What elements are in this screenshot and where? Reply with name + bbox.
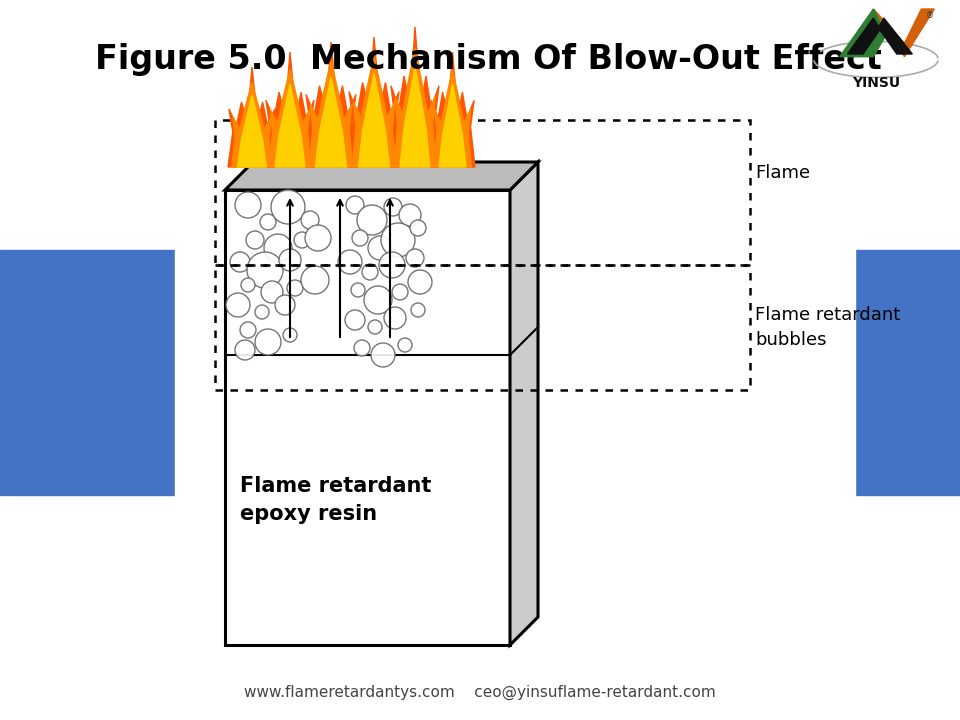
Circle shape [406,249,424,267]
Circle shape [279,249,301,271]
Circle shape [235,192,261,218]
Circle shape [235,340,255,360]
Text: YINSU: YINSU [852,76,900,90]
Polygon shape [228,67,276,167]
Circle shape [392,284,408,300]
Polygon shape [400,66,430,167]
Polygon shape [394,48,436,167]
Bar [215,120,750,265]
Polygon shape [225,162,538,190]
Circle shape [241,278,255,292]
Circle shape [398,338,412,352]
Circle shape [255,329,281,355]
Polygon shape [238,95,266,167]
Polygon shape [510,162,538,645]
Circle shape [357,205,387,235]
Text: Figure 5.0  Mechanism Of Blow-Out Effect: Figure 5.0 Mechanism Of Blow-Out Effect [95,43,881,76]
Polygon shape [352,56,396,167]
Circle shape [338,250,362,274]
Polygon shape [305,42,357,167]
Circle shape [384,198,402,216]
Circle shape [264,234,292,262]
Polygon shape [430,52,475,167]
Circle shape [362,264,378,280]
Circle shape [364,286,392,314]
Circle shape [351,283,365,297]
Polygon shape [309,60,353,167]
Polygon shape [848,18,912,54]
Circle shape [246,231,264,249]
Circle shape [275,295,295,315]
Polygon shape [232,82,273,167]
Circle shape [399,204,421,226]
Polygon shape [269,69,311,167]
Polygon shape [874,9,934,57]
Polygon shape [275,84,305,167]
Circle shape [294,232,310,248]
Circle shape [379,252,405,278]
Circle shape [410,220,426,236]
Polygon shape [348,37,400,167]
Circle shape [345,310,365,330]
Circle shape [247,252,283,288]
Circle shape [230,252,250,272]
Text: ®: ® [926,11,934,20]
Circle shape [226,293,250,317]
Circle shape [371,343,395,367]
Circle shape [352,230,368,246]
Circle shape [411,303,425,317]
Circle shape [346,196,364,214]
Circle shape [240,322,256,338]
Text: Flame retardant
epoxy resin: Flame retardant epoxy resin [240,476,431,524]
Text: Flame: Flame [755,163,810,181]
Text: Flame retardant
bubbles: Flame retardant bubbles [755,306,900,349]
Circle shape [305,225,331,251]
Bar [215,265,750,390]
Circle shape [384,307,406,329]
Circle shape [271,190,305,224]
Circle shape [381,223,415,257]
Polygon shape [316,77,347,167]
Polygon shape [390,27,440,167]
Bar [175,117,855,502]
Polygon shape [265,52,315,167]
Circle shape [368,236,392,260]
Circle shape [261,281,283,303]
Polygon shape [434,69,471,167]
Circle shape [354,340,370,356]
Circle shape [301,211,319,229]
Circle shape [260,214,276,230]
Circle shape [368,320,382,334]
Circle shape [287,280,303,296]
Circle shape [301,266,329,294]
Polygon shape [840,9,886,57]
Bar [225,190,510,645]
Polygon shape [358,73,390,167]
Text: www.flameretardantys.com    ceo@yinsuflame-retardant.com: www.flameretardantys.com ceo@yinsuflame-… [244,685,716,700]
Circle shape [283,328,297,342]
Circle shape [408,270,432,294]
Polygon shape [439,84,466,167]
Circle shape [255,305,269,319]
Bar [0,250,960,495]
